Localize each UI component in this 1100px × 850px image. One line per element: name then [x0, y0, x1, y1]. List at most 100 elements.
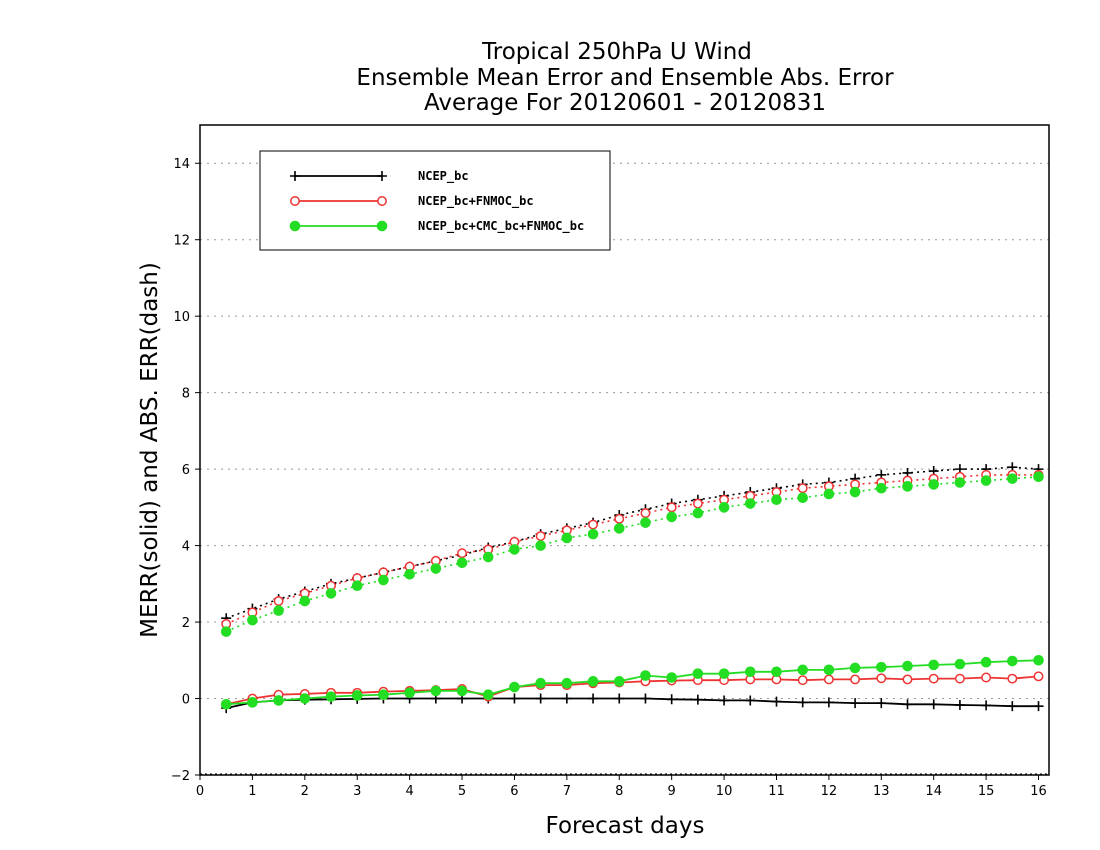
- legend: NCEP_bc NCEP_bc+FNMOC_bc NCEP_bc+CMC_bc+FN…: [259, 150, 611, 251]
- mean-error-point: [771, 696, 782, 707]
- chart-title-line-3: Average For 20120601 - 20120831: [424, 90, 826, 116]
- mean-error-point: [456, 685, 468, 697]
- mean-error-point: [640, 693, 651, 704]
- series-2: [220, 471, 1044, 710]
- x-tick-label: 8: [615, 784, 623, 799]
- abs-error-point: [378, 574, 389, 586]
- mean-error-point: [718, 668, 730, 679]
- x-axis-title: Forecast days: [546, 813, 705, 839]
- abs-error-point: [980, 475, 992, 486]
- x-tick-label: 10: [716, 784, 733, 799]
- mean-error-point: [719, 695, 730, 706]
- mean-error-point: [902, 660, 913, 672]
- legend-marker: [376, 220, 388, 232]
- mean-error-point: [325, 691, 337, 702]
- mean-error-point: [876, 698, 887, 709]
- mean-error-point: [823, 697, 834, 708]
- abs-error-point: [902, 481, 913, 492]
- abs-error-point: [797, 492, 808, 504]
- mean-error-point: [220, 698, 232, 710]
- abs-error-point: [509, 544, 520, 555]
- mean-error-point: [509, 681, 520, 693]
- x-tick-label: 13: [873, 784, 890, 799]
- mean-error-point: [351, 690, 363, 701]
- x-tick-label: 14: [925, 784, 942, 799]
- y-tick-label: 10: [173, 310, 190, 325]
- mean-error-point: [981, 672, 992, 683]
- mean-error-point: [1007, 701, 1018, 712]
- mean-error-point: [954, 700, 965, 711]
- x-tick-label: 12: [821, 784, 838, 799]
- abs-error-point: [430, 563, 442, 574]
- legend-marker: [289, 220, 301, 232]
- mean-error-point: [745, 695, 756, 706]
- mean-error-point: [981, 700, 992, 711]
- mean-error-point: [561, 677, 573, 689]
- x-tick-label: 16: [1030, 784, 1047, 799]
- mean-error-point: [797, 664, 808, 676]
- y-tick-label: 12: [173, 234, 190, 249]
- mean-error-point: [744, 666, 756, 678]
- y-tick-label: 0: [182, 693, 190, 708]
- mean-error-point: [928, 659, 940, 671]
- abs-error-point: [954, 477, 966, 488]
- mean-error-point: [692, 668, 704, 679]
- mean-error-line: [226, 697, 1039, 709]
- x-tick-label: 5: [458, 784, 466, 799]
- x-tick-label: 6: [510, 784, 518, 799]
- abs-error-point: [823, 488, 835, 500]
- plot-frame: [199, 124, 1050, 776]
- abs-error-point: [561, 532, 573, 544]
- chart-title-line-1: Tropical 250hPa U Wind: [481, 39, 752, 65]
- mean-error-point: [273, 695, 284, 706]
- mean-error-point: [535, 693, 546, 704]
- mean-error-point: [954, 658, 966, 670]
- y-tick-label: −2: [171, 769, 190, 784]
- mean-error-point: [666, 694, 677, 705]
- mean-error-point: [587, 676, 599, 687]
- abs-error-point: [613, 523, 625, 534]
- abs-error-point: [849, 486, 861, 498]
- abs-error-point: [744, 498, 756, 509]
- mean-error-point: [980, 656, 992, 668]
- abs-error-point: [666, 502, 677, 513]
- abs-error-point: [220, 626, 232, 637]
- x-tick-label: 0: [196, 784, 204, 799]
- mean-error-point: [247, 697, 258, 708]
- mean-error-point: [378, 689, 389, 701]
- abs-error-point: [273, 596, 284, 606]
- abs-error-line: [225, 474, 1039, 625]
- mean-error-point: [614, 693, 625, 704]
- mean-error-point: [876, 673, 887, 684]
- mean-error-point: [954, 673, 965, 684]
- abs-error-point: [692, 507, 704, 519]
- abs-error-point: [640, 517, 651, 528]
- mean-error-point: [666, 672, 677, 683]
- mean-error-point: [509, 693, 520, 704]
- x-tick-label: 9: [668, 784, 676, 799]
- mean-error-point: [797, 675, 808, 686]
- x-tick-label: 11: [768, 784, 785, 799]
- abs-error-point: [692, 498, 703, 509]
- mean-error-point: [1007, 673, 1018, 684]
- x-tick-label: 1: [248, 784, 256, 799]
- abs-error-point: [535, 531, 546, 541]
- legend-marker: [377, 196, 387, 206]
- abs-error-point: [587, 528, 599, 540]
- abs-error-point: [928, 479, 940, 490]
- legend-label: NCEP_bc+FNMOC_bc: [418, 194, 534, 209]
- mean-error-point: [797, 697, 808, 708]
- abs-error-point: [456, 557, 468, 569]
- abs-error-point: [718, 502, 730, 513]
- y-tick-label: 2: [182, 616, 190, 631]
- legend-marker: [290, 196, 300, 206]
- legend-label: NCEP_bc+CMC_bc+FNMOC_bc: [418, 219, 584, 234]
- mean-error-point: [561, 693, 572, 704]
- mean-error-point: [613, 676, 625, 687]
- abs-error-point: [351, 580, 363, 592]
- abs-error-line: [225, 476, 1039, 633]
- x-tick-label: 4: [405, 784, 413, 799]
- legend-label: NCEP_bc: [418, 169, 469, 184]
- abs-error-point: [247, 614, 258, 626]
